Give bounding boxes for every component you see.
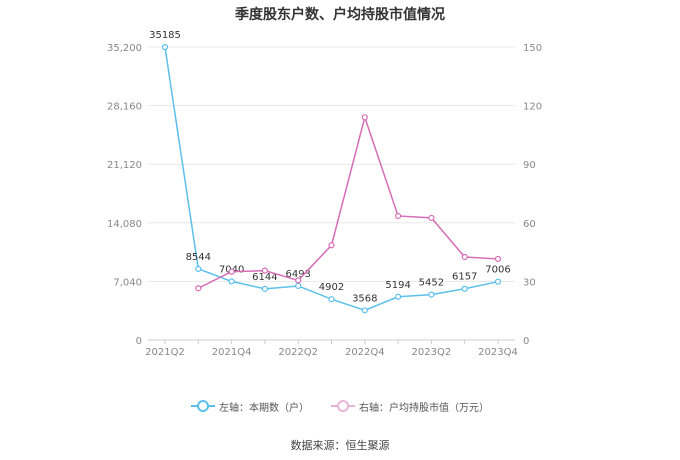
legend-item-left-series[interactable]: 左轴：本期数（户） <box>191 398 309 414</box>
x-axis-tick-label: 2021Q4 <box>212 347 252 358</box>
data-point-right <box>195 285 202 292</box>
data-point-right <box>361 114 368 121</box>
left-axis-tick-label: 14,080 <box>107 219 142 230</box>
x-axis-tick-label: 2022Q4 <box>345 347 385 358</box>
legend: 左轴：本期数（户） 右轴：户均持股市值（万元） <box>0 398 680 414</box>
data-label: 5194 <box>385 280 410 291</box>
legend-label: 右轴：户均持股市值（万元） <box>359 402 489 414</box>
data-point-right <box>428 214 435 222</box>
x-axis-tick-label: 2022Q2 <box>278 347 318 358</box>
left-axis-tick-label: 21,120 <box>107 160 142 171</box>
data-source-note: 数据来源：恒生聚源 <box>290 439 390 452</box>
right-axis-tick-label: 30 <box>523 277 536 288</box>
left-axis-tick-label: 28,160 <box>107 102 142 113</box>
data-point-right <box>461 253 468 261</box>
data-point-right <box>328 242 335 249</box>
legend-item-right-series[interactable]: 右轴：户均持股市值（万元） <box>331 398 489 414</box>
legend-marker-blue-icon <box>191 400 215 412</box>
data-point-right <box>261 267 268 274</box>
right-axis-tick-label: 150 <box>523 43 542 54</box>
data-label: 6157 <box>452 272 477 283</box>
data-point-left <box>494 278 502 285</box>
legend-marker-pink-icon <box>331 400 355 412</box>
data-point-left <box>328 296 335 303</box>
left-axis-tick-label: 7,040 <box>113 277 142 288</box>
series-line-right <box>197 114 499 289</box>
left-axis-tick-label: 0 <box>136 336 142 347</box>
right-axis-tick-label: 60 <box>523 219 536 230</box>
x-axis-tick-label: 2023Q2 <box>412 347 452 358</box>
data-point-left <box>395 293 402 300</box>
data-label: 6144 <box>252 272 277 283</box>
data-label: 8544 <box>186 252 211 263</box>
data-label: 35185 <box>149 30 181 41</box>
data-label: 7006 <box>485 265 510 276</box>
right-axis-tick-label: 90 <box>523 160 536 171</box>
x-axis-tick-label: 2021Q2 <box>145 347 185 358</box>
data-point-left <box>461 285 468 292</box>
data-point-left <box>195 265 202 272</box>
data-point-left <box>261 285 268 292</box>
data-label: 3568 <box>352 293 377 304</box>
right-axis-tick-label: 0 <box>523 336 529 347</box>
data-point-left <box>295 282 302 290</box>
series-line-left <box>164 47 499 312</box>
data-point-right <box>395 212 402 220</box>
data-point-left <box>361 307 368 314</box>
data-label: 6493 <box>285 269 310 280</box>
data-point-right <box>494 255 502 263</box>
data-label: 4902 <box>319 282 344 293</box>
chart-title: 季度股东户数、户均持股市值情况 <box>235 7 445 23</box>
data-point-right <box>295 277 302 284</box>
data-point-right <box>228 268 235 275</box>
right-axis-tick-label: 120 <box>523 102 542 113</box>
data-label: 5452 <box>419 278 444 289</box>
left-axis-tick-label: 35,200 <box>107 43 142 54</box>
legend-label: 左轴：本期数（户） <box>219 402 309 414</box>
x-axis-tick-label: 2023Q4 <box>478 347 518 358</box>
data-point-left <box>161 44 169 51</box>
data-point-left <box>428 291 435 298</box>
data-point-left <box>228 278 235 285</box>
